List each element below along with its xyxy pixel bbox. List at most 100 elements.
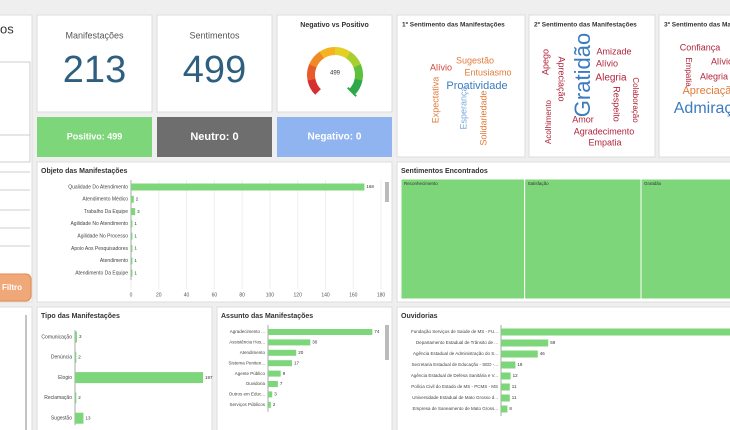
- bar: [501, 361, 516, 369]
- treemap-label: Reconhecimento: [404, 181, 438, 186]
- data-label: 2: [78, 354, 81, 359]
- cloud-word: Gratidão: [570, 33, 595, 117]
- treemap-cell: [640, 178, 730, 300]
- y-tick-label: Atendimento Médico: [82, 197, 128, 203]
- data-label: 1: [134, 258, 137, 263]
- y-tick-label: Outros em Educ...: [229, 392, 265, 397]
- y-tick-label: Agradecimento ...: [230, 329, 265, 334]
- y-tick-label: Atendimento: [100, 258, 128, 264]
- data-label: 8: [509, 406, 512, 411]
- cloud-word: Alegria: [595, 73, 627, 84]
- data-label: 1: [134, 270, 137, 275]
- y-tick-label: Qualidade Do Atendimento: [68, 184, 128, 190]
- cloud-word: Sugestão: [456, 55, 494, 65]
- chart-title: Sentimentos Encontrados: [401, 168, 488, 175]
- data-label: 30: [312, 340, 318, 345]
- x-tick-label: 120: [294, 292, 303, 298]
- kpi-label: Sentimentos: [189, 30, 240, 40]
- x-tick-label: 60: [212, 292, 218, 298]
- data-label: 2: [273, 402, 276, 407]
- scrollbar[interactable]: [385, 325, 389, 360]
- bar: [131, 257, 133, 265]
- y-tick-label: Elogio: [58, 375, 72, 381]
- cloud-panel: [528, 14, 656, 158]
- chart-panel: [396, 306, 730, 430]
- kpi-value: 499: [183, 49, 246, 91]
- status-label: Positivo: 499: [67, 131, 123, 141]
- filter-button[interactable]: [0, 273, 32, 302]
- y-tick-label: Ouvidoria: [246, 381, 266, 386]
- y-tick-label: Sugestão: [51, 416, 72, 422]
- bar: [131, 183, 365, 191]
- data-label: 2: [136, 196, 139, 201]
- filter-button-label[interactable]: Filtro: [2, 283, 22, 292]
- filter-title: os: [0, 21, 14, 36]
- treemap-label: Gratidão: [644, 181, 662, 186]
- treemap-cell: [524, 178, 642, 300]
- cloud-word: Alívio: [596, 58, 618, 68]
- y-tick-label: Atendimento Da Equipe: [75, 270, 128, 276]
- y-tick-label: Serviços Públicos: [229, 402, 265, 407]
- y-tick-label: Agente Público: [235, 371, 266, 376]
- status-positive: [37, 117, 152, 157]
- data-label: 11: [512, 384, 517, 389]
- y-tick-label: Sistema Peniten...: [228, 360, 265, 365]
- cloud-word: Solidariedade: [478, 90, 488, 145]
- bar: [501, 372, 511, 380]
- filter-panel: [0, 14, 33, 303]
- bar: [75, 392, 77, 404]
- bar: [501, 383, 510, 391]
- treemap-cell: [400, 178, 526, 300]
- y-tick-label: Comunicação: [41, 334, 72, 340]
- data-label: 12: [513, 373, 519, 378]
- chart-panel: [36, 306, 213, 430]
- filter-lines: [0, 61, 31, 247]
- bar: [75, 331, 77, 343]
- data-label: 3: [79, 334, 82, 339]
- bar: [268, 370, 281, 377]
- x-tick-label: 20: [156, 292, 162, 298]
- y-tick-label: Apoio Aos Pesquisadores: [71, 246, 128, 252]
- scrollbar[interactable]: [385, 182, 389, 202]
- kpi-label: Manifestações: [65, 30, 124, 40]
- cloud-word: Alegria: [700, 71, 728, 81]
- y-tick-label: Agência Estadual de Administração do S..…: [413, 351, 498, 356]
- gauge-value: 499: [330, 71, 341, 77]
- y-tick-label: Agilidade No Processo: [77, 234, 128, 240]
- x-tick-label: 100: [266, 292, 275, 298]
- cloud-word: Agradecimento: [574, 126, 635, 136]
- bar: [501, 339, 549, 347]
- cloud-word: Esperança: [458, 86, 468, 129]
- y-tick-label: Departamento Estadual de Trânsito de ...: [416, 340, 498, 345]
- chart-title: Objeto das Manifestações: [41, 168, 127, 175]
- y-tick-label: Trabalho Da Equipe: [84, 209, 129, 215]
- y-tick-label: Fundação Serviços de Saúde de MS - FU...: [411, 329, 498, 334]
- cloud-word: Amizade: [596, 46, 631, 56]
- y-tick-label: Denúncia: [51, 355, 72, 361]
- data-label: 17: [294, 360, 300, 365]
- status-label: Negativo: 0: [308, 132, 362, 143]
- y-tick-label: Reclamação: [44, 395, 72, 401]
- cloud-word: Amor: [572, 114, 594, 124]
- y-tick-label: Atendimento: [240, 350, 266, 355]
- data-label: 3: [274, 392, 277, 397]
- data-label: 9: [283, 371, 286, 376]
- bar: [131, 232, 133, 240]
- cloud-panel: [396, 14, 526, 158]
- gauge-arc: [319, 47, 336, 59]
- y-tick-label: Empresa de Saneamento de Mato Gross...: [412, 406, 498, 411]
- bar: [268, 339, 311, 346]
- cloud-word: Empatia: [684, 57, 693, 87]
- x-tick-label: 40: [184, 292, 190, 298]
- cloud-word: Apreciação: [682, 85, 730, 97]
- cloud-word: Alívio: [430, 62, 452, 72]
- gauge-needle: [347, 87, 357, 97]
- data-label: 1: [134, 246, 137, 251]
- bar: [268, 349, 297, 356]
- y-tick-label: Secretaria Estadual de Educação - SED -.…: [411, 362, 498, 367]
- bar: [501, 405, 508, 413]
- chart-panel: [216, 306, 393, 430]
- bar: [131, 208, 136, 216]
- bar: [131, 245, 133, 252]
